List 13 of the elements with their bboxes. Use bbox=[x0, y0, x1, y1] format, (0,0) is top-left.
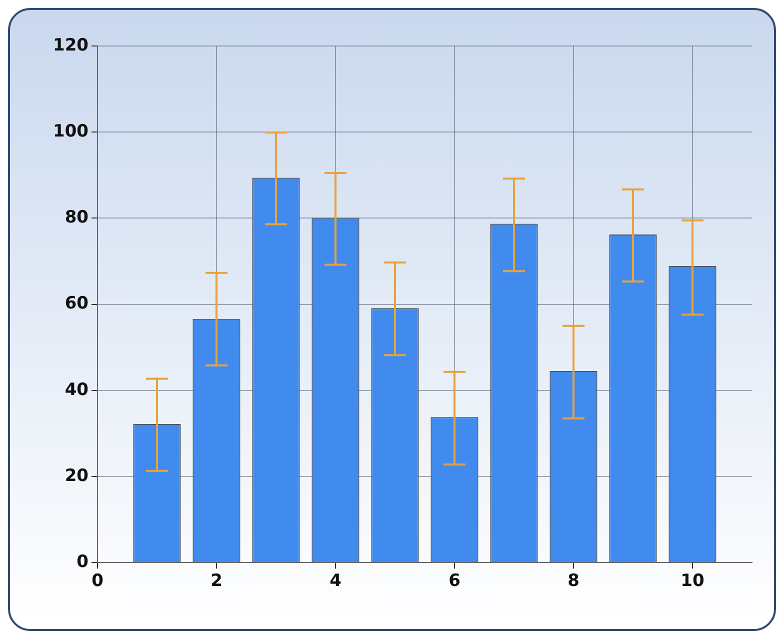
y-tick-label: 120 bbox=[52, 35, 89, 56]
y-tick-label: 80 bbox=[64, 208, 89, 228]
x-tick-label: 10 bbox=[680, 571, 704, 592]
x-tick-label: 6 bbox=[448, 571, 460, 592]
y-tick-label: 20 bbox=[64, 466, 89, 486]
x-tick-label: 2 bbox=[210, 571, 222, 592]
x-tick-label: 0 bbox=[92, 571, 104, 592]
y-tick-label: 40 bbox=[64, 380, 89, 400]
y-tick-label: 0 bbox=[76, 552, 89, 572]
y-tick-label: 100 bbox=[52, 122, 89, 142]
y-tick-label: 60 bbox=[64, 294, 89, 314]
x-tick-label: 8 bbox=[568, 571, 580, 592]
x-tick-label: 4 bbox=[330, 571, 342, 592]
